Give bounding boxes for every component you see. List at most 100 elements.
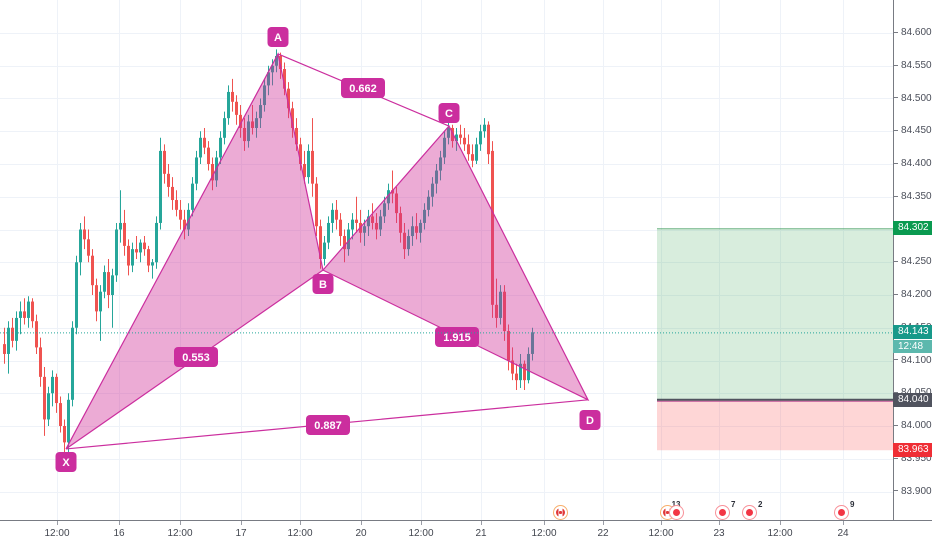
tick-mark: [894, 392, 898, 394]
candle: [23, 298, 26, 325]
price-tick: 84.400: [894, 158, 932, 170]
chart-pane[interactable]: 0.553 0.662 1.915 0.887 X A B C D: [0, 0, 893, 520]
candle: [95, 278, 98, 322]
time-tick: 12:00: [44, 528, 70, 539]
time-axis[interactable]: 12:00 16 12:00 17 12:00 20 12:00 21 12:00 22 12:00…: [0, 520, 932, 550]
event-dot-icon: [718, 508, 726, 516]
candle: [183, 209, 186, 240]
pattern-point-label-A[interactable]: A: [267, 27, 289, 47]
candle: [167, 164, 170, 197]
tick-mark: [603, 521, 604, 525]
price-tick: 84.100: [894, 355, 932, 367]
time-tick: 17: [235, 528, 247, 539]
candle: [59, 396, 62, 433]
profit-zone[interactable]: [657, 228, 893, 400]
economic-event-icon[interactable]: 7: [714, 500, 736, 520]
candle: [467, 134, 470, 161]
candle: [303, 150, 306, 184]
price-tick: 84.450: [894, 125, 932, 137]
candle: [43, 367, 46, 436]
candle: [351, 213, 354, 240]
candle: [243, 118, 246, 151]
candle: [423, 203, 426, 230]
price-tick: 84.350: [894, 191, 932, 203]
price-tick: 83.950: [894, 453, 932, 465]
price-tick: 83.900: [894, 486, 932, 498]
candle: [63, 419, 66, 456]
candle: [91, 249, 94, 295]
candle: [27, 296, 30, 328]
candle: [207, 141, 210, 171]
tick-mark: [119, 521, 120, 525]
tick-mark: [361, 521, 362, 525]
candle: [479, 124, 482, 151]
candle: [79, 222, 82, 276]
tick-mark: [894, 359, 898, 361]
candle: [71, 321, 74, 407]
svg-text:0.662: 0.662: [349, 83, 377, 95]
pattern-point-label-B[interactable]: B: [312, 274, 334, 294]
candle: [483, 118, 486, 138]
candle: [119, 190, 122, 243]
position-zones[interactable]: [657, 228, 893, 451]
price-axis[interactable]: 84.600 84.550 84.500 84.450 84.400 84.350 84.3…: [893, 0, 932, 520]
economic-event-icon[interactable]: 2: [741, 500, 763, 520]
tick-mark: [300, 521, 301, 525]
time-tick: 12:00: [531, 528, 557, 539]
candle: [7, 321, 10, 374]
pattern-ratio-label[interactable]: 0.887: [306, 415, 350, 435]
svg-text:X: X: [62, 457, 70, 469]
candle: [439, 150, 442, 181]
pattern-ratio-label[interactable]: 0.662: [341, 78, 385, 98]
candle: [175, 190, 178, 217]
pattern-triangle-XAB[interactable]: [65, 52, 324, 450]
candle: [103, 265, 106, 299]
candle: [355, 196, 358, 233]
pattern-point-label-C[interactable]: C: [438, 103, 460, 123]
candle: [251, 105, 254, 135]
candle: [339, 213, 342, 246]
candle: [115, 222, 118, 282]
stop-zone[interactable]: [657, 399, 893, 451]
tick-mark: [894, 293, 898, 295]
svg-text:1.915: 1.915: [443, 332, 471, 344]
candle: [143, 236, 146, 256]
tick-mark: [719, 521, 720, 525]
candle: [459, 124, 462, 145]
axis-price-label-84.143: 84.143: [893, 325, 932, 340]
candle: [199, 131, 202, 164]
event-count: 7: [731, 499, 736, 509]
candle: [55, 373, 58, 413]
tick-mark: [894, 195, 898, 197]
candle: [399, 206, 402, 243]
bar-countdown-label: 12:48: [893, 340, 932, 354]
candle: [31, 298, 34, 328]
candle: [387, 183, 390, 210]
candle: [159, 137, 162, 230]
candle: [323, 236, 326, 266]
axis-price-label-83.963: 83.963: [893, 443, 932, 458]
event-dot-icon: [672, 508, 680, 516]
candle: [203, 127, 206, 155]
economic-event-flag-icon[interactable]: [552, 504, 568, 520]
event-dot-icon: [745, 508, 753, 516]
economic-event-icon[interactable]: [668, 504, 684, 520]
event-count: 2: [758, 499, 763, 509]
tick-mark: [544, 521, 545, 525]
pattern-point-label-D[interactable]: D: [579, 410, 601, 430]
pattern-ratio-label[interactable]: 1.915: [435, 327, 479, 347]
candle: [107, 258, 110, 309]
candle: [403, 222, 406, 259]
candle: [151, 258, 154, 279]
pattern-ratio-label[interactable]: 0.553: [174, 347, 218, 367]
candlestick-series: [3, 49, 534, 456]
candle: [491, 141, 494, 318]
candle: [171, 177, 174, 210]
harmonic-pattern-XABCD[interactable]: 0.553 0.662 1.915 0.887 X A B C D: [55, 27, 601, 472]
price-tick: 84.050: [894, 387, 932, 399]
economic-event-icon[interactable]: 9: [833, 500, 855, 520]
candle: [127, 239, 130, 276]
candle: [51, 370, 54, 407]
pattern-point-label-X[interactable]: X: [55, 452, 77, 472]
